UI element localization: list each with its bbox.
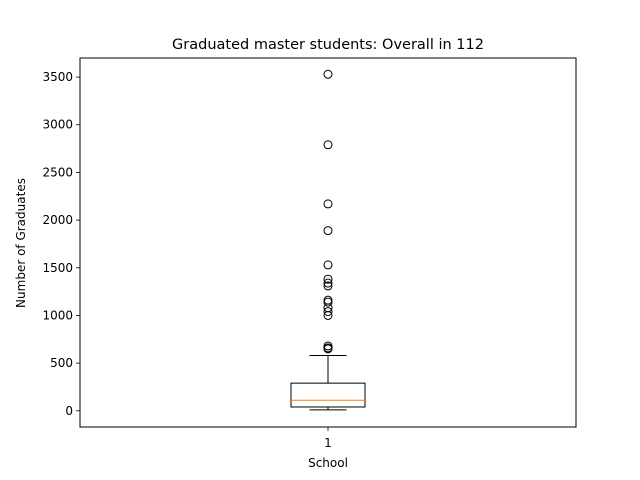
outlier-point [323, 199, 333, 209]
boxplot-series [290, 69, 366, 411]
x-axis: 1 [324, 427, 332, 450]
y-tick-label: 3000 [42, 118, 73, 132]
y-tick-label: 1000 [42, 308, 73, 322]
y-tick-label: 0 [65, 404, 73, 418]
outlier-point [323, 140, 333, 150]
x-tick-label: 1 [324, 436, 332, 450]
outlier-point [323, 297, 333, 307]
y-tick-label: 1500 [42, 261, 73, 275]
outlier-point [323, 226, 333, 236]
outlier-point [323, 295, 333, 305]
y-axis-label: Number of Graduates [14, 178, 28, 308]
outlier-point [323, 344, 333, 354]
outlier-point [323, 260, 333, 270]
outlier-point [323, 69, 333, 79]
outlier-point [323, 310, 333, 320]
y-tick-label: 3500 [42, 70, 73, 84]
y-tick-label: 2000 [42, 213, 73, 227]
y-tick-label: 2500 [42, 165, 73, 179]
y-tick-label: 500 [50, 356, 73, 370]
iqr-box [290, 382, 366, 408]
outlier-point [323, 281, 333, 291]
chart-title: Graduated master students: Overall in 11… [172, 37, 484, 53]
y-axis: 0 500 1000 1500 2000 2500 3000 3500 [42, 70, 80, 418]
x-axis-label: School [308, 456, 348, 470]
outlier-point [323, 274, 333, 284]
outlier-point [323, 278, 333, 288]
outlier-point [323, 307, 333, 317]
